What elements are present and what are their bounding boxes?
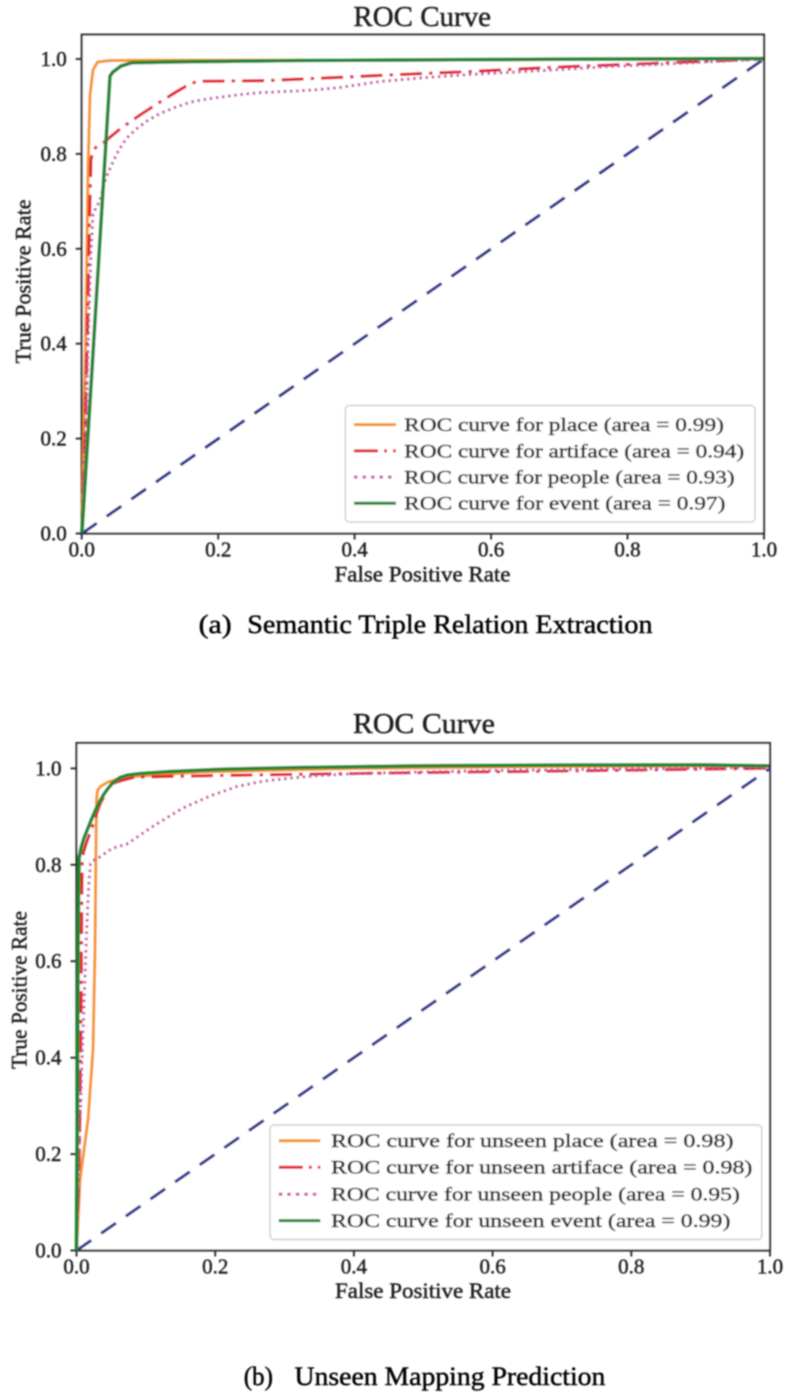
svg-text:ROC curve for unseen people (a: ROC curve for unseen people (area = 0.95… [331,1186,740,1206]
svg-text:0.4: 0.4 [40,332,67,356]
svg-text:True Positive Rate: True Positive Rate [7,911,32,1069]
svg-text:ROC Curve: ROC Curve [353,708,495,740]
svg-text:ROC curve for place (area = 0.: ROC curve for place (area = 0.99) [404,416,724,436]
svg-text:0.8: 0.8 [618,1255,644,1279]
svg-text:0.8: 0.8 [614,538,640,562]
svg-text:0.2: 0.2 [40,427,66,451]
svg-text:0.0: 0.0 [69,538,95,562]
svg-text:ROC curve for artiface (area =: ROC curve for artiface (area = 0.94) [404,442,744,462]
svg-text:Semantic Triple Relation Extra: Semantic Triple Relation Extraction [247,610,652,639]
svg-text:1.0: 1.0 [757,1255,783,1279]
svg-text:1.0: 1.0 [35,756,61,780]
svg-text:False Positive Rate: False Positive Rate [335,1278,511,1303]
svg-text:False Positive Rate: False Positive Rate [335,562,511,587]
svg-text:0.0: 0.0 [63,1255,89,1279]
svg-text:0.2: 0.2 [202,1255,228,1279]
svg-text:0.2: 0.2 [35,1142,61,1166]
svg-text:True Positive Rate: True Positive Rate [11,199,36,363]
svg-text:0.2: 0.2 [205,538,231,562]
svg-text:ROC curve for unseen place (ar: ROC curve for unseen place (area = 0.98) [331,1132,734,1152]
svg-text:ROC curve for people (area = 0: ROC curve for people (area = 0.93) [404,469,734,489]
svg-text:0.0: 0.0 [40,522,66,546]
svg-text:0.8: 0.8 [35,853,61,877]
svg-text:ROC Curve: ROC Curve [353,1,491,33]
svg-text:0.4: 0.4 [341,538,368,562]
svg-text:(b): (b) [244,1362,273,1391]
svg-text:ROC curve for unseen event (ar: ROC curve for unseen event (area = 0.99) [331,1212,730,1232]
svg-text:1.0: 1.0 [40,47,66,71]
svg-text:0.6: 0.6 [478,538,504,562]
svg-text:(a): (a) [199,610,232,639]
svg-text:ROC curve for unseen artiface: ROC curve for unseen artiface (area = 0.… [331,1159,752,1179]
svg-text:0.4: 0.4 [35,1046,62,1070]
svg-text:ROC curve for event (area = 0.: ROC curve for event (area = 0.97) [404,495,725,515]
svg-text:0.8: 0.8 [40,142,66,166]
svg-text:0.4: 0.4 [341,1255,368,1279]
svg-text:1.0: 1.0 [751,538,777,562]
svg-text:Unseen Mapping Prediction: Unseen Mapping Prediction [295,1362,606,1391]
svg-text:0.6: 0.6 [40,237,66,261]
svg-text:0.0: 0.0 [35,1239,61,1263]
svg-text:0.6: 0.6 [35,949,61,973]
svg-text:0.6: 0.6 [479,1255,505,1279]
